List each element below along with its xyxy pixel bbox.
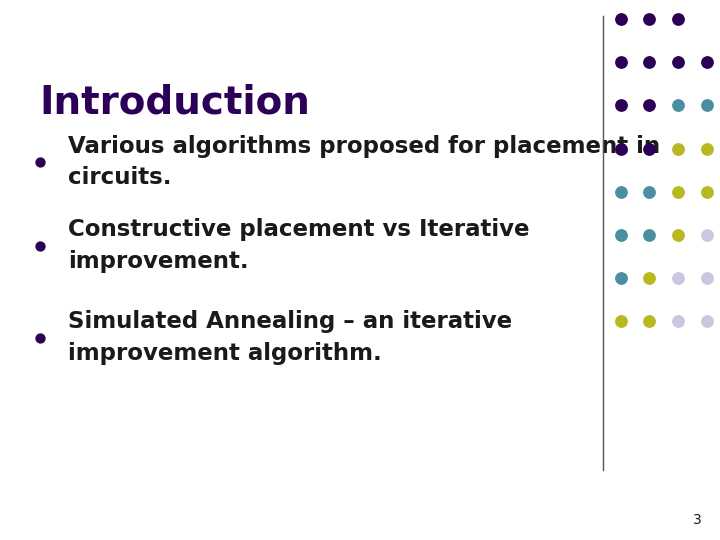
Point — [672, 231, 684, 239]
Point — [34, 333, 45, 342]
Point — [701, 187, 713, 196]
Point — [672, 274, 684, 282]
Point — [701, 274, 713, 282]
Point — [644, 231, 655, 239]
Point — [644, 15, 655, 23]
Point — [644, 274, 655, 282]
Point — [701, 58, 713, 66]
Text: Introduction: Introduction — [40, 84, 310, 122]
Point — [615, 317, 626, 326]
Point — [672, 317, 684, 326]
Point — [615, 144, 626, 153]
Point — [34, 158, 45, 166]
Point — [644, 58, 655, 66]
Point — [672, 144, 684, 153]
Point — [615, 15, 626, 23]
Point — [672, 101, 684, 110]
Point — [701, 317, 713, 326]
Point — [644, 187, 655, 196]
Point — [615, 187, 626, 196]
Point — [615, 58, 626, 66]
Point — [615, 231, 626, 239]
Point — [615, 101, 626, 110]
Text: Various algorithms proposed for placement in
circuits.: Various algorithms proposed for placemen… — [68, 134, 660, 190]
Text: Constructive placement vs Iterative
improvement.: Constructive placement vs Iterative impr… — [68, 218, 530, 273]
Point — [672, 15, 684, 23]
Point — [615, 274, 626, 282]
Point — [644, 317, 655, 326]
Point — [701, 101, 713, 110]
Point — [701, 144, 713, 153]
Point — [701, 231, 713, 239]
Point — [644, 101, 655, 110]
Point — [644, 144, 655, 153]
Point — [672, 187, 684, 196]
Point — [672, 58, 684, 66]
Text: Simulated Annealing – an iterative
improvement algorithm.: Simulated Annealing – an iterative impro… — [68, 310, 513, 365]
Text: 3: 3 — [693, 512, 702, 526]
Point — [34, 241, 45, 250]
